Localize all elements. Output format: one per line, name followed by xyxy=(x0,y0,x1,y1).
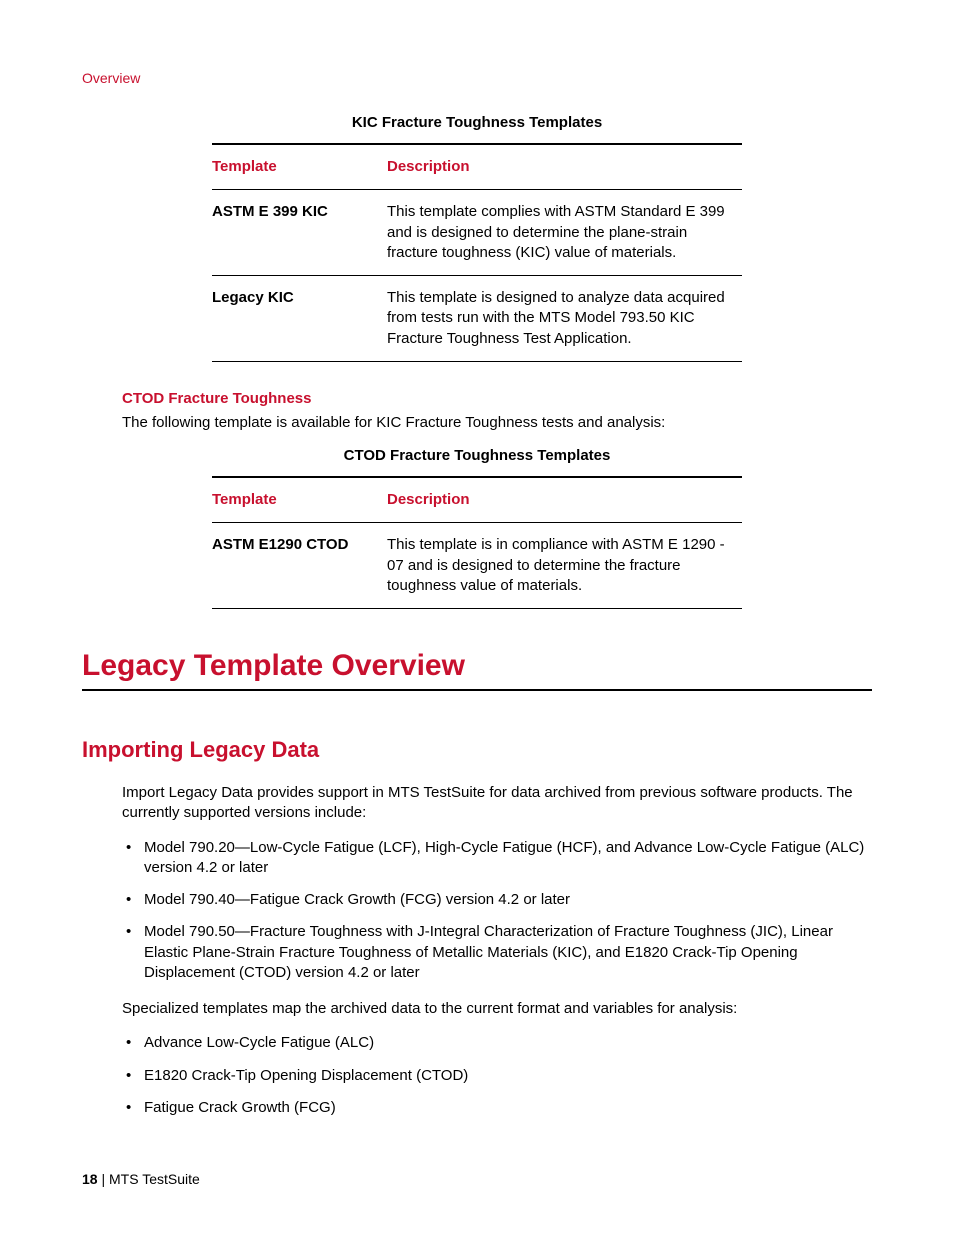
table1: Template Description ASTM E 399 KIC This… xyxy=(212,143,742,362)
list-2: Advance Low-Cycle Fatigue (ALC) E1820 Cr… xyxy=(82,1033,872,1118)
table1-row0-desc: This template complies with ASTM Standar… xyxy=(387,190,742,276)
table2: Template Description ASTM E1290 CTOD Thi… xyxy=(212,476,742,609)
table-row: ASTM E 399 KIC This template complies wi… xyxy=(212,190,742,276)
table1-col-description: Description xyxy=(387,144,742,190)
table1-col-template: Template xyxy=(212,144,387,190)
breadcrumb: Overview xyxy=(82,70,872,86)
list-item: Model 790.50—Fracture Toughness with J-I… xyxy=(122,922,872,983)
table2-col-template: Template xyxy=(212,477,387,523)
table-row: Legacy KIC This template is designed to … xyxy=(212,276,742,362)
ctod-intro: The following template is available for … xyxy=(82,413,872,433)
table1-header-row: Template Description xyxy=(212,144,742,190)
paragraph-2: Specialized templates map the archived d… xyxy=(82,999,872,1019)
document-page: Overview KIC Fracture Toughness Template… xyxy=(0,0,954,1235)
list-item: Fatigue Crack Growth (FCG) xyxy=(122,1098,872,1118)
footer-doc: MTS TestSuite xyxy=(109,1171,200,1187)
footer-sep: | xyxy=(98,1171,109,1187)
table-row: ASTM E1290 CTOD This template is in comp… xyxy=(212,523,742,609)
list-item: Model 790.40—Fatigue Crack Growth (FCG) … xyxy=(122,890,872,910)
list-item: Advance Low-Cycle Fatigue (ALC) xyxy=(122,1033,872,1053)
page-footer: 18 | MTS TestSuite xyxy=(82,1171,200,1187)
table2-header-row: Template Description xyxy=(212,477,742,523)
list-item: E1820 Crack-Tip Opening Displacement (CT… xyxy=(122,1066,872,1086)
subsection-heading: Importing Legacy Data xyxy=(82,737,872,763)
table2-col-description: Description xyxy=(387,477,742,523)
table1-row1-name: Legacy KIC xyxy=(212,276,387,362)
table1-row0-name: ASTM E 399 KIC xyxy=(212,190,387,276)
section-heading: Legacy Template Overview xyxy=(82,649,872,691)
table2-row0-desc: This template is in compliance with ASTM… xyxy=(387,523,742,609)
table1-title: KIC Fracture Toughness Templates xyxy=(82,114,872,131)
paragraph-1: Import Legacy Data provides support in M… xyxy=(82,783,872,824)
table2-title: CTOD Fracture Toughness Templates xyxy=(82,447,872,464)
page-number: 18 xyxy=(82,1171,98,1187)
list-1: Model 790.20—Low-Cycle Fatigue (LCF), Hi… xyxy=(82,838,872,984)
list-item: Model 790.20—Low-Cycle Fatigue (LCF), Hi… xyxy=(122,838,872,879)
ctod-heading: CTOD Fracture Toughness xyxy=(82,390,872,407)
table1-row1-desc: This template is designed to analyze dat… xyxy=(387,276,742,362)
table2-row0-name: ASTM E1290 CTOD xyxy=(212,523,387,609)
